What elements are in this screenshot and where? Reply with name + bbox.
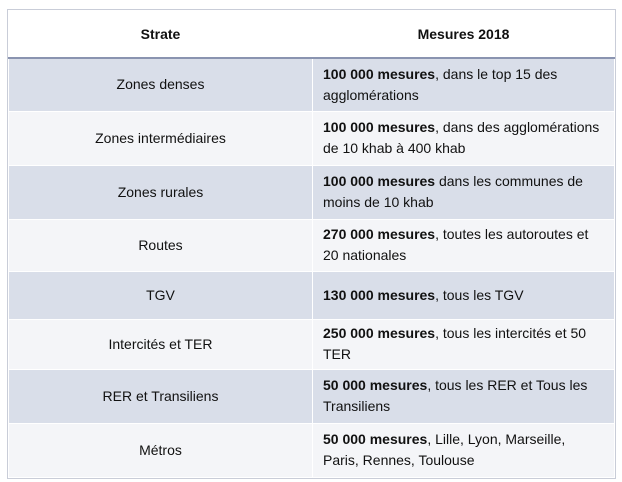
- mesure-detail: , dans des agglomérations de 10 khab à 4…: [323, 119, 600, 156]
- table-row: Intercités et TER 250 000 mesures, tous l…: [8, 318, 615, 370]
- strate-cell: Zones rurales: [8, 164, 313, 220]
- header-row: Strate Mesures 2018: [8, 10, 615, 59]
- strate-cell: Routes: [8, 218, 313, 272]
- table-row: Métros 50 000 mesures, Lille, Lyon, Marse…: [8, 422, 615, 478]
- mesure-detail: , tous les intercités et 50 TER: [323, 325, 587, 362]
- table-row: Zones rurales 100 000 mesures dans les co…: [8, 164, 615, 220]
- mesure-cell: 100 000 mesures, dans le top 15 des aggl…: [312, 57, 615, 112]
- strate-cell: Métros: [8, 422, 313, 478]
- mesure-detail: , tous les TGV: [435, 286, 524, 303]
- mesure-cell: 50 000 mesures, tous les RER et Tous les…: [312, 368, 615, 424]
- table-row: Zones intermédiaires 100 000 mesures, dan…: [8, 110, 615, 166]
- mesure-count: 100 000 mesures: [323, 173, 436, 189]
- table-row: Zones denses 100 000 mesures, dans le top…: [8, 57, 615, 112]
- mesure-detail: , tous les RER et Tous les Transiliens: [323, 377, 588, 414]
- mesure-count: 130 000 mesures: [323, 286, 436, 303]
- mesure-count: 270 000 mesures: [323, 226, 436, 242]
- table-row: TGV 130 000 mesures, tous les TGV: [8, 270, 615, 320]
- mesure-cell: 270 000 mesures, toutes les autoroutes e…: [312, 218, 615, 272]
- mesure-cell: 130 000 mesures, tous les TGV: [312, 270, 615, 320]
- mesure-cell: 250 000 mesures, tous les intercités et …: [312, 318, 615, 370]
- mesure-detail: , dans le top 15 des agglomérations: [323, 65, 558, 103]
- mesure-count: 50 000 mesures: [323, 377, 428, 393]
- mesure-count: 100 000 mesures: [323, 119, 436, 135]
- mesure-detail: , toutes les autoroutes et 20 nationales: [323, 226, 589, 263]
- mesure-cell: 50 000 mesures, Lille, Lyon, Marseille, …: [312, 422, 615, 478]
- mesure-count: 50 000 mesures: [323, 431, 428, 447]
- strate-cell: Zones denses: [8, 57, 313, 112]
- strate-cell: RER et Transiliens: [8, 368, 313, 424]
- strate-cell: Zones intermédiaires: [8, 110, 313, 166]
- mesure-detail: dans les communes de moins de 10 khab: [323, 173, 583, 210]
- header-cell: Strate: [8, 10, 313, 59]
- data-table: Strate Mesures 2018 Zones denses 100 000 …: [7, 9, 616, 479]
- strate-cell: Intercités et TER: [8, 318, 313, 370]
- table-row: Routes 270 000 mesures, toutes les autoro…: [8, 218, 615, 272]
- mesure-cell: 100 000 mesures dans les communes de moi…: [312, 164, 615, 220]
- table-body: Zones denses 100 000 mesures, dans le top…: [8, 57, 615, 478]
- mesure-count: 100 000 mesures: [323, 65, 436, 82]
- mesure-cell: 100 000 mesures, dans des agglomérations…: [312, 110, 615, 166]
- table-row: RER et Transiliens 50 000 mesures, tous l…: [8, 368, 615, 424]
- mesure-detail: , Lille, Lyon, Marseille, Paris, Rennes,…: [323, 431, 566, 468]
- mesure-count: 250 000 mesures: [323, 325, 436, 341]
- header-cell: Mesures 2018: [312, 10, 615, 59]
- strate-cell: TGV: [8, 270, 313, 320]
